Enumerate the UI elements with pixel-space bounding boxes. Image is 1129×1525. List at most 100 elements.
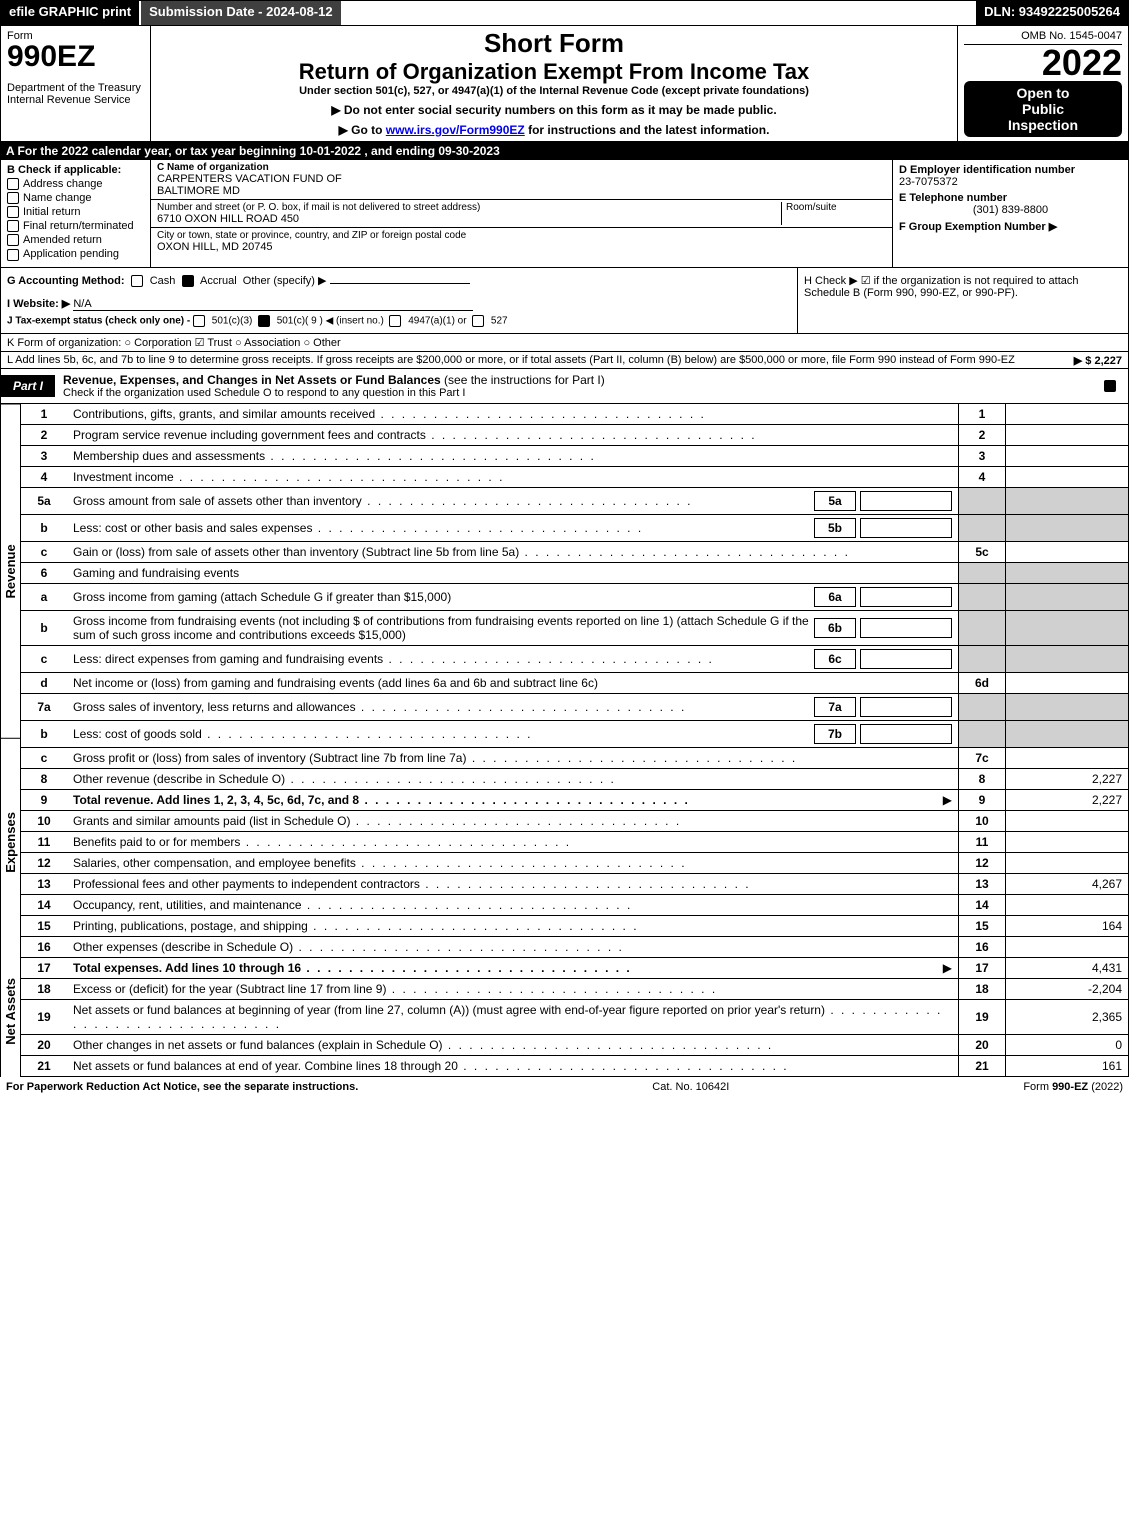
chk-initial-return[interactable]: Initial return [7,206,144,218]
c-label: C Name of organization [157,162,886,173]
efile-print[interactable]: efile GRAPHIC print [1,1,139,25]
section-bcdef: B Check if applicable: Address change Na… [0,160,1129,268]
line-13: 13Professional fees and other payments t… [21,873,1129,894]
footer-mid: Cat. No. 10642I [652,1081,729,1093]
line-4: 4Investment income4 [21,466,1129,487]
line-21: 21Net assets or fund balances at end of … [21,1055,1129,1076]
submission-date: Submission Date - 2024-08-12 [139,1,341,25]
j-4947: 4947(a)(1) or [408,315,466,326]
phone: (301) 839-8800 [899,204,1122,216]
line-18: 18Excess or (deficit) for the year (Subt… [21,978,1129,999]
part-sub: Check if the organization used Schedule … [63,387,1096,399]
row-h: H Check ▶ ☑ if the organization is not r… [798,268,1128,333]
other-label: Other (specify) ▶ [243,275,327,287]
footer-left: For Paperwork Reduction Act Notice, see … [6,1081,358,1093]
chk-name-change[interactable]: Name change [7,192,144,204]
f-label: F Group Exemption Number ▶ [899,220,1122,233]
row-k: K Form of organization: ○ Corporation ☑ … [0,334,1129,352]
line-7b: bLess: cost of goods sold7b [21,720,1129,747]
line-12: 12Salaries, other compensation, and empl… [21,852,1129,873]
line-6d: dNet income or (loss) from gaming and fu… [21,672,1129,693]
open3: Inspection [968,117,1118,133]
vlabel-col: Revenue Expenses Net Assets [0,404,20,1077]
line-11: 11Benefits paid to or for members11 [21,831,1129,852]
line-9: 9Total revenue. Add lines 1, 2, 3, 4, 5c… [21,789,1129,810]
chk-label: Application pending [23,248,119,260]
city-state-zip: OXON HILL, MD 20745 [157,241,886,253]
row-i: I Website: ▶ N/A [7,297,791,311]
line-7a: 7aGross sales of inventory, less returns… [21,693,1129,720]
room-suite-label: Room/suite [781,202,886,225]
chk-label: Final return/terminated [23,220,134,232]
city-label: City or town, state or province, country… [157,230,886,241]
b-title: B Check if applicable: [7,164,144,176]
open2: Public [968,101,1118,117]
website-value: N/A [73,298,473,311]
open-public-box: Open to Public Inspection [964,81,1122,137]
chk-501c3[interactable] [193,315,205,327]
e-label: E Telephone number [899,192,1122,204]
goto-post: for instructions and the latest informat… [525,123,770,137]
chk-527[interactable] [472,315,484,327]
line-14: 14Occupancy, rent, utilities, and mainte… [21,894,1129,915]
chk-amended[interactable]: Amended return [7,234,144,246]
form-header: Form 990EZ Department of the Treasury In… [0,26,1129,142]
lines-table: 1Contributions, gifts, grants, and simil… [20,404,1129,1077]
chk-pending[interactable]: Application pending [7,248,144,260]
chk-4947[interactable] [389,315,401,327]
header-left: Form 990EZ Department of the Treasury In… [1,26,151,141]
addr-label: Number and street (or P. O. box, if mail… [157,202,781,213]
org-name-1: CARPENTERS VACATION FUND OF [157,173,886,185]
schedule-o-check[interactable] [1104,379,1128,393]
chk-label: Initial return [23,206,80,218]
j-501c3: 501(c)(3) [212,315,253,326]
street-address: 6710 OXON HILL ROAD 450 [157,213,781,225]
row-j: J Tax-exempt status (check only one) - 5… [7,315,791,327]
line-10: 10Grants and similar amounts paid (list … [21,810,1129,831]
chk-final-return[interactable]: Final return/terminated [7,220,144,232]
h-text: H Check ▶ ☑ if the organization is not r… [804,275,1079,299]
line-5c: cGain or (loss) from sale of assets othe… [21,541,1129,562]
line-15: 15Printing, publications, postage, and s… [21,915,1129,936]
i-label: I Website: ▶ [7,298,70,310]
line-6: 6Gaming and fundraising events [21,562,1129,583]
part-title-paren: (see the instructions for Part I) [444,373,605,387]
ein: 23-7075372 [899,176,1122,188]
org-name-2: BALTIMORE MD [157,185,886,197]
goto-pre: ▶ Go to [339,123,386,137]
header-center: Short Form Return of Organization Exempt… [151,26,958,141]
subtitle: Under section 501(c), 527, or 4947(a)(1)… [157,85,951,97]
l-text: L Add lines 5b, 6c, and 7b to line 9 to … [7,354,1015,366]
block-ghi: G Accounting Method: Cash Accrual Other … [0,268,1129,334]
line-16: 16Other expenses (describe in Schedule O… [21,936,1129,957]
line-19: 19Net assets or fund balances at beginni… [21,999,1129,1034]
line-6b: bGross income from fundraising events (n… [21,610,1129,645]
part-title: Revenue, Expenses, and Changes in Net As… [63,373,441,387]
short-form-title: Short Form [157,28,951,59]
line-6a: aGross income from gaming (attach Schedu… [21,583,1129,610]
header-right: OMB No. 1545-0047 2022 Open to Public In… [958,26,1128,141]
footer-right: Form 990-EZ (2022) [1023,1081,1123,1093]
chk-cash[interactable] [131,275,143,287]
other-specify-input[interactable] [330,283,470,284]
j-label: J Tax-exempt status (check only one) - [7,315,190,326]
chk-501c[interactable] [258,315,270,327]
chk-address-change[interactable]: Address change [7,178,144,190]
line-a: A For the 2022 calendar year, or tax yea… [0,142,1129,160]
footer: For Paperwork Reduction Act Notice, see … [0,1077,1129,1097]
org-name-block: C Name of organization CARPENTERS VACATI… [151,160,892,200]
line-2: 2Program service revenue including gover… [21,424,1129,445]
form-number: 990EZ [7,42,144,72]
line-3: 3Membership dues and assessments3 [21,445,1129,466]
main-title: Return of Organization Exempt From Incom… [157,59,951,85]
part-tag: Part I [1,375,55,397]
row-l: L Add lines 5b, 6c, and 7b to line 9 to … [0,352,1129,369]
irs-link[interactable]: www.irs.gov/Form990EZ [386,123,525,137]
d-label: D Employer identification number [899,164,1122,176]
ssn-warning: ▶ Do not enter social security numbers o… [157,103,951,117]
part-i-body: Revenue Expenses Net Assets 1Contributio… [0,404,1129,1077]
topbar: efile GRAPHIC print Submission Date - 20… [0,0,1129,26]
l-amount: ▶ $ 2,227 [1074,354,1122,367]
chk-accrual[interactable] [182,275,194,287]
accrual-label: Accrual [200,275,237,287]
